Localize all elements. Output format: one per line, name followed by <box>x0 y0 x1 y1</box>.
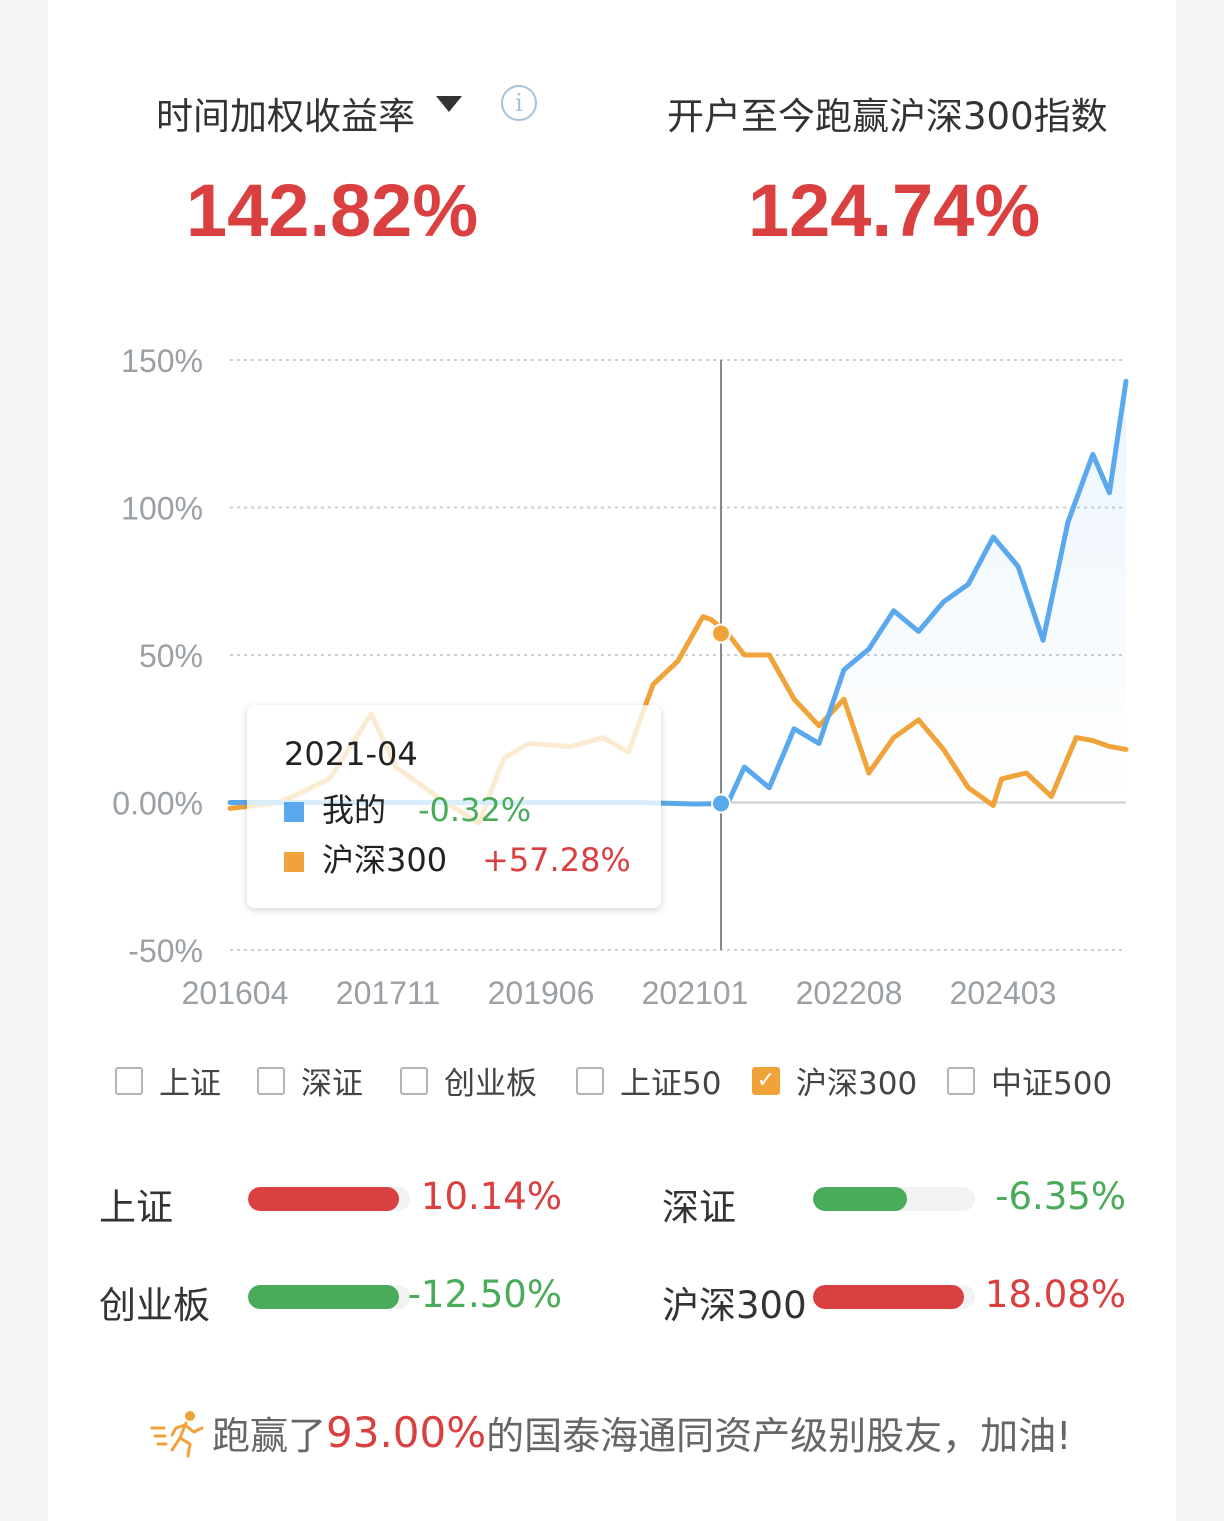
compare-label-shangzheng: 上证 <box>99 1186 173 1229</box>
compare-label-hs300: 沪深300 <box>662 1284 807 1327</box>
series-swatch-index <box>284 852 304 872</box>
x-tick-label: 202208 <box>796 975 903 1011</box>
compare-label-chuangyeban: 创业板 <box>99 1284 210 1327</box>
tooltip-row-mine: 我的 -0.32% <box>284 785 531 831</box>
compare-bar-fill <box>813 1285 964 1309</box>
legend-checkbox-sz50[interactable]: 上证50 <box>576 1058 721 1103</box>
time-weighted-return-value: 142.82% <box>186 169 479 252</box>
legend-checkbox-zz500[interactable]: 中证500 <box>947 1058 1112 1103</box>
checkbox-icon[interactable] <box>400 1066 428 1095</box>
checkbox-icon[interactable] <box>115 1066 143 1095</box>
legend-label: 沪深300 <box>796 1066 918 1102</box>
compare-bar-shangzheng <box>248 1187 410 1211</box>
legend-checkbox-shangzheng[interactable]: 上证 <box>115 1058 221 1103</box>
footer-percent: 93.00% <box>326 1408 487 1457</box>
compare-bar-fill <box>248 1285 399 1309</box>
checkbox-icon[interactable] <box>947 1066 975 1095</box>
series-area-mine <box>230 381 1126 804</box>
legend-label: 上证50 <box>620 1066 722 1102</box>
tooltip-series-name: 沪深300 <box>322 841 448 879</box>
tooltip-date: 2021-04 <box>284 735 418 773</box>
compare-bar-hs300 <box>813 1285 975 1309</box>
dropdown-arrow-icon[interactable] <box>436 96 462 112</box>
checkbox-icon[interactable] <box>576 1066 604 1095</box>
legend-label: 中证500 <box>991 1066 1113 1102</box>
legend-label: 创业板 <box>444 1066 537 1102</box>
runner-icon <box>150 1410 204 1457</box>
legend-checkbox-chuangyeban[interactable]: 创业板 <box>400 1058 537 1103</box>
compare-label-shenzheng: 深证 <box>662 1186 736 1229</box>
legend-label: 上证 <box>159 1066 221 1102</box>
checkmark-icon[interactable]: ✓ <box>752 1066 780 1095</box>
compare-bar-fill <box>248 1187 399 1211</box>
compare-value-shangzheng: 10.14% <box>420 1175 562 1218</box>
compare-bar-fill <box>813 1187 907 1211</box>
tooltip-series-name: 我的 <box>322 791 387 829</box>
x-tick-label: 202403 <box>950 975 1057 1011</box>
x-tick-label: 202101 <box>642 975 749 1011</box>
x-tick-label: 201711 <box>336 975 440 1011</box>
tooltip-series-value: -0.32% <box>418 791 532 829</box>
tooltip-row-index: 沪深300 +57.28% <box>284 835 631 881</box>
footer-prefix: 跑赢了 <box>212 1414 327 1458</box>
y-tick-label: -50% <box>128 933 203 969</box>
series-swatch-mine <box>284 802 304 822</box>
footer-suffix: 的国泰海通同资产级别股友，加油! <box>486 1414 1072 1458</box>
y-tick-label: 0.00% <box>112 786 203 822</box>
tooltip-series-value: +57.28% <box>482 841 631 879</box>
info-icon[interactable]: i <box>501 85 537 121</box>
compare-value-shenzheng: -6.35% <box>995 1175 1126 1218</box>
compare-value-hs300: 18.08% <box>984 1273 1126 1316</box>
x-tick-label: 201906 <box>488 975 595 1011</box>
legend-checkbox-hs300[interactable]: ✓ 沪深300 <box>752 1058 917 1103</box>
x-tick-label: 201604 <box>182 975 289 1011</box>
compare-bar-chuangyeban <box>248 1285 410 1309</box>
hover-point-mine <box>711 793 731 814</box>
y-tick-label: 100% <box>121 491 203 527</box>
return-line-chart[interactable]: 150% 100% 50% 0.00% -50% 201604 201711 201906 20… <box>0 0 1224 1030</box>
checkbox-icon[interactable] <box>257 1066 285 1095</box>
legend-checkbox-shenzheng[interactable]: 深证 <box>257 1058 363 1103</box>
ranking-footer: 跑赢了 93.00% 的国泰海通同资产级别股友，加油! <box>150 1405 1071 1460</box>
time-weighted-return-label[interactable]: 时间加权收益率 <box>156 95 415 138</box>
outperform-index-label: 开户至今跑赢沪深300指数 <box>667 95 1108 138</box>
chart-tooltip: 2021-04 我的 -0.32% 沪深300 +57.28% <box>247 705 661 908</box>
y-tick-label: 50% <box>139 638 203 674</box>
outperform-index-value: 124.74% <box>748 169 1041 252</box>
y-tick-label: 150% <box>121 343 203 379</box>
compare-bar-shenzheng <box>813 1187 975 1211</box>
compare-value-chuangyeban: -12.50% <box>407 1273 562 1316</box>
hover-point-hs300 <box>711 623 731 644</box>
legend-label: 深证 <box>301 1066 363 1102</box>
